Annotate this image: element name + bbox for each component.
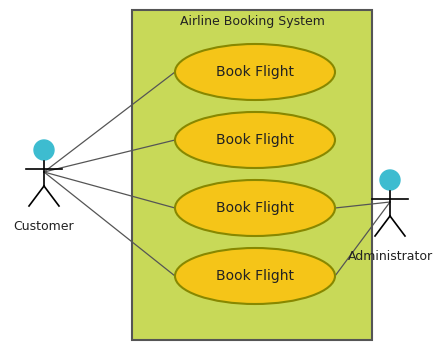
Ellipse shape (175, 180, 335, 236)
Text: Book Flight: Book Flight (216, 65, 294, 79)
Circle shape (380, 170, 400, 190)
Text: Customer: Customer (14, 220, 74, 233)
Ellipse shape (175, 44, 335, 100)
Text: Book Flight: Book Flight (216, 133, 294, 147)
Text: Administrator: Administrator (347, 250, 433, 263)
Ellipse shape (175, 112, 335, 168)
FancyBboxPatch shape (132, 10, 372, 340)
Text: Book Flight: Book Flight (216, 269, 294, 283)
Circle shape (34, 140, 54, 160)
Text: Airline Booking System: Airline Booking System (179, 15, 324, 28)
Text: Book Flight: Book Flight (216, 201, 294, 215)
Ellipse shape (175, 248, 335, 304)
